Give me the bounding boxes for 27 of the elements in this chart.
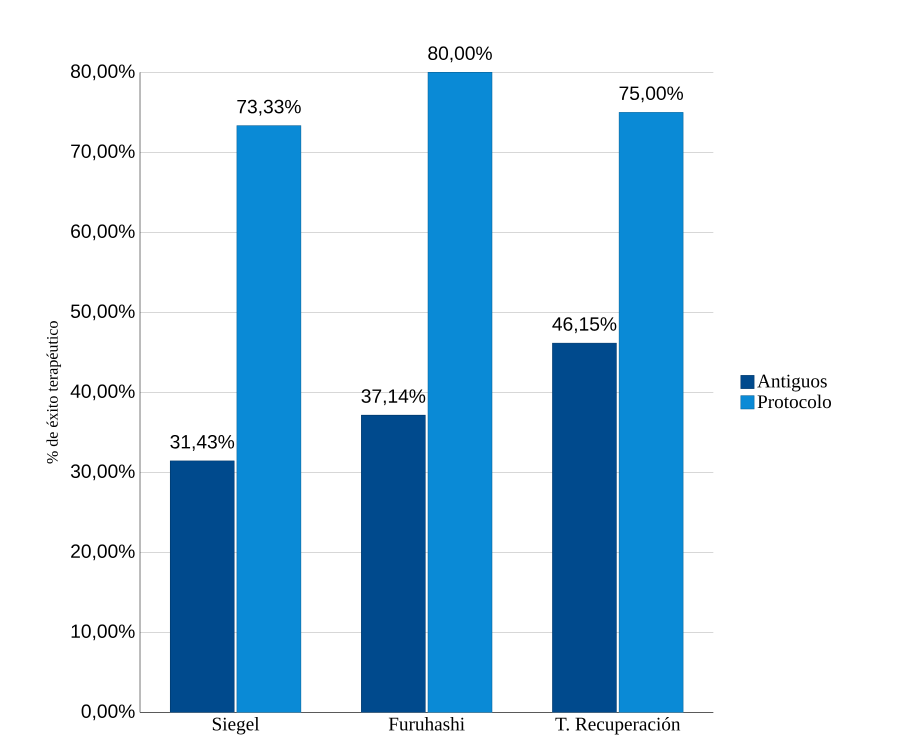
legend-label: Antiguos: [757, 374, 827, 392]
x-tick-label: Siegel: [212, 717, 260, 734]
y-tick-label: 40,00%: [70, 384, 135, 400]
y-tick-label: 30,00%: [70, 464, 135, 480]
bar: [552, 342, 617, 713]
y-tick-label: 80,00%: [71, 64, 135, 80]
bar: [428, 72, 492, 713]
x-tick-label: Furuhashi: [388, 717, 465, 731]
y-tick-label: 10,00%: [72, 624, 135, 640]
y-tick-label: 50,00%: [70, 304, 135, 320]
legend-label: Protocolo: [758, 394, 831, 408]
x-tick-label: T. Recuperación: [555, 717, 680, 734]
data-label: 75,00%: [620, 86, 683, 102]
bar: [361, 414, 426, 713]
data-label: 46,15%: [552, 317, 616, 334]
y-tick-label: 70,00%: [71, 144, 135, 160]
data-label: 73,33%: [237, 100, 301, 116]
y-tick-label: 20,00%: [71, 544, 135, 560]
y-axis-title: % de éxito terapéutico: [46, 321, 62, 464]
y-tick-label: 0,00%: [82, 704, 135, 720]
data-label: 37,14%: [362, 389, 426, 406]
y-tick-label: 60,00%: [71, 224, 135, 240]
data-label: 31,43%: [170, 434, 234, 451]
bar: [236, 125, 302, 713]
data-label: 80,00%: [428, 46, 492, 62]
bar: [170, 460, 234, 713]
bar: [618, 112, 684, 713]
